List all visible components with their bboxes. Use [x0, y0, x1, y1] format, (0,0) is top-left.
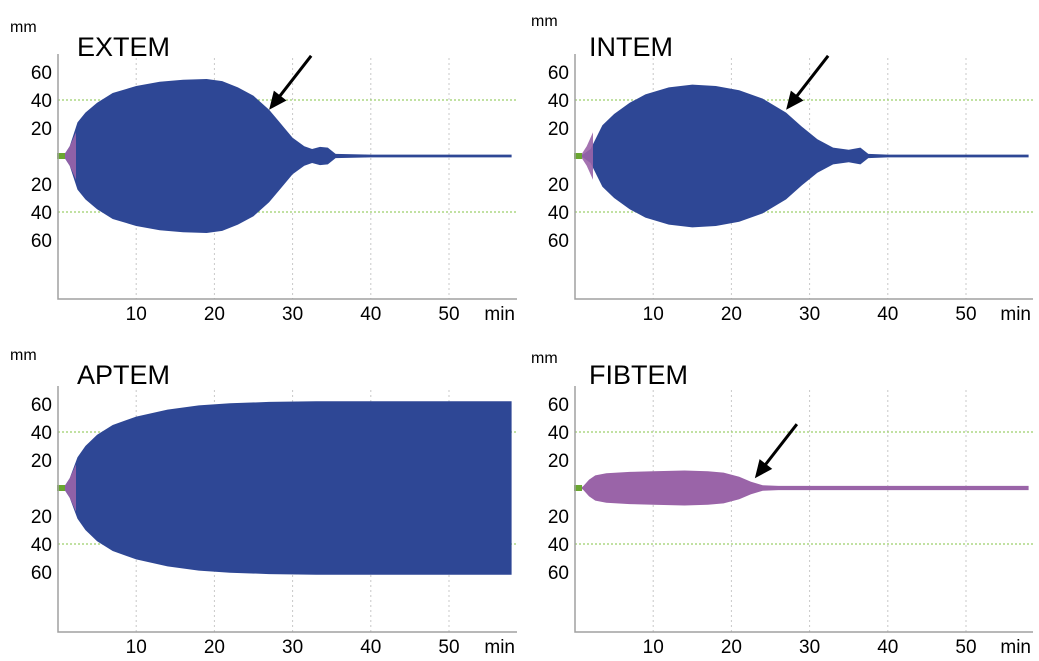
intem-x-tick-10: 10 [643, 304, 664, 325]
extem-axes [57, 54, 517, 300]
intem-x-tick-40: 40 [877, 304, 898, 325]
extem-arrow-annotation [269, 54, 313, 110]
aptem-y-tick-upper-40: 40 [31, 423, 52, 444]
extem-y-tick-lower-40: 40 [31, 203, 52, 224]
fibtem-y-tick-lower-40: 40 [548, 535, 569, 556]
extem-x-tick-50: 50 [438, 304, 459, 325]
intem-y-tick-lower-60: 60 [548, 231, 569, 252]
extem-x-tick-30: 30 [282, 304, 303, 325]
intem-x-tick-50: 50 [955, 304, 976, 325]
fibtem-x-tick-10: 10 [643, 637, 664, 658]
panel-intem: INTEM mm 60 40 20 20 40 60 10 20 30 40 50 min [531, 13, 1033, 325]
fibtem-x-unit-label: min [1000, 637, 1031, 658]
aptem-axes [57, 386, 517, 633]
aptem-y-tick-upper-20: 20 [31, 451, 52, 472]
intem-y-tick-upper-20: 20 [548, 119, 569, 140]
fibtem-x-tick-40: 40 [877, 637, 898, 658]
intem-baseline-start [574, 153, 582, 159]
extem-y-tick-upper-60: 60 [31, 63, 52, 84]
intem-y-tick-upper-60: 60 [548, 63, 569, 84]
aptem-y-tick-lower-20: 20 [31, 507, 52, 528]
extem-x-tick-10: 10 [126, 304, 147, 325]
intem-y-tick-lower-40: 40 [548, 203, 569, 224]
panel-fibtem: FIBTEM mm 60 40 20 20 40 60 10 20 30 40 50 min [531, 350, 1033, 658]
extem-y-tick-upper-20: 20 [31, 119, 52, 140]
panel-aptem: APTEM mm 60 40 20 20 40 60 10 20 30 40 50 min [10, 347, 517, 658]
intem-amplitude-trace [575, 84, 1029, 228]
aptem-y-tick-lower-60: 60 [31, 563, 52, 584]
aptem-y-unit-label: mm [10, 347, 37, 364]
fibtem-y-unit-label: mm [531, 350, 558, 367]
aptem-x-tick-50: 50 [438, 637, 459, 658]
intem-x-unit-label: min [1000, 304, 1031, 325]
intem-axes [574, 54, 1033, 300]
intem-y-unit-label: mm [531, 13, 558, 30]
extem-x-unit-label: min [484, 304, 515, 325]
fibtem-x-tick-20: 20 [721, 637, 742, 658]
panel-extem: EXTEM mm 60 40 20 20 40 60 10 20 30 40 50 min [10, 19, 517, 325]
fibtem-title: FIBTEM [589, 360, 688, 390]
extem-y-tick-lower-20: 20 [31, 175, 52, 196]
fibtem-y-tick-upper-20: 20 [548, 451, 569, 472]
extem-amplitude-trace [58, 79, 512, 233]
fibtem-baseline-start [574, 485, 582, 491]
extem-y-tick-upper-40: 40 [31, 91, 52, 112]
intem-title: INTEM [589, 32, 673, 62]
fibtem-amplitude-trace [575, 470, 1029, 506]
aptem-y-tick-lower-40: 40 [31, 535, 52, 556]
extem-x-tick-20: 20 [204, 304, 225, 325]
extem-title: EXTEM [77, 32, 170, 62]
fibtem-y-tick-upper-40: 40 [548, 423, 569, 444]
extem-x-tick-40: 40 [360, 304, 381, 325]
aptem-x-tick-30: 30 [282, 637, 303, 658]
fibtem-arrow-annotation [754, 423, 799, 479]
intem-onset-segment [575, 132, 593, 180]
fibtem-y-tick-upper-60: 60 [548, 395, 569, 416]
extem-y-tick-lower-60: 60 [31, 231, 52, 252]
fibtem-x-tick-30: 30 [799, 637, 820, 658]
intem-x-tick-20: 20 [721, 304, 742, 325]
intem-arrow-annotation [786, 54, 830, 110]
aptem-y-tick-upper-60: 60 [31, 395, 52, 416]
aptem-x-tick-10: 10 [126, 637, 147, 658]
extem-y-unit-label: mm [10, 19, 37, 36]
fibtem-axes [574, 386, 1033, 633]
fibtem-y-tick-lower-60: 60 [548, 563, 569, 584]
extem-onset-segment [58, 132, 76, 180]
intem-x-tick-30: 30 [799, 304, 820, 325]
aptem-x-tick-20: 20 [204, 637, 225, 658]
aptem-amplitude-trace [58, 401, 512, 575]
fibtem-x-tick-50: 50 [955, 637, 976, 658]
aptem-x-tick-40: 40 [360, 637, 381, 658]
aptem-onset-segment [58, 464, 76, 512]
extem-baseline-start [57, 153, 65, 159]
intem-y-tick-upper-40: 40 [548, 91, 569, 112]
aptem-x-unit-label: min [484, 637, 515, 658]
fibtem-y-tick-lower-20: 20 [548, 507, 569, 528]
intem-y-tick-lower-20: 20 [548, 175, 569, 196]
aptem-title: APTEM [77, 360, 170, 390]
aptem-baseline-start [57, 485, 65, 491]
